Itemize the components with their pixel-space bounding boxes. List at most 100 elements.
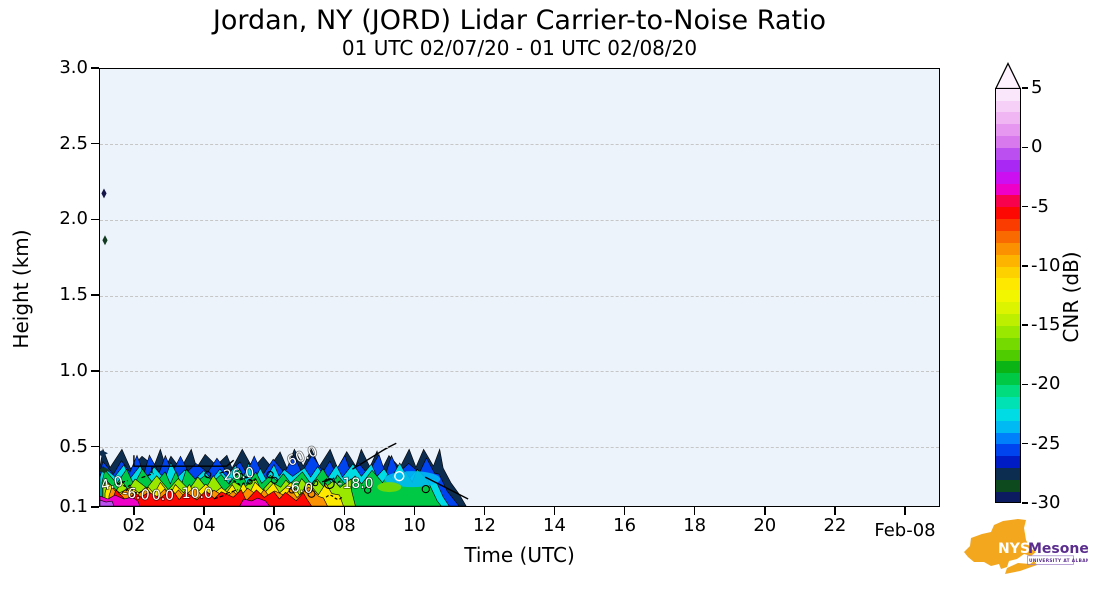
colorbar-tick-label: -5	[1031, 195, 1049, 217]
colorbar-band	[996, 147, 1020, 161]
colorbar-band	[996, 491, 1020, 502]
gridline	[100, 295, 939, 297]
colorbar-tick	[1022, 87, 1028, 89]
x-axis-tick	[413, 507, 416, 515]
isolated-echo-marker	[100, 467, 110, 474]
y-axis-tick	[91, 218, 99, 221]
y-tick-label: 2.5	[59, 132, 88, 154]
x-axis-tick	[834, 507, 836, 515]
y-axis-tick	[91, 67, 99, 69]
colorbar-band	[996, 230, 1020, 244]
y-axis-tick	[91, 370, 99, 372]
contour-ring	[246, 478, 253, 485]
colorbar-tick-label: -10	[1031, 254, 1061, 276]
contour-label: -6.0	[122, 485, 151, 504]
contour-squiggle	[325, 494, 343, 500]
gridline	[100, 219, 939, 221]
colorbar-band	[996, 420, 1020, 434]
contour-dash	[324, 477, 337, 483]
colorbar-tick	[1022, 383, 1028, 386]
x-tick-label: 02	[122, 515, 146, 536]
colorbar-band	[996, 219, 1020, 232]
layer-purple	[100, 499, 115, 506]
colorbar-band	[996, 183, 1020, 196]
colorbar-band	[996, 385, 1020, 398]
contour-ring	[270, 476, 278, 484]
colorbar-band	[996, 278, 1020, 291]
colorbar-band	[996, 396, 1020, 410]
logo-tagline-box	[1027, 555, 1074, 565]
colorbar-band	[996, 302, 1020, 315]
gridline	[100, 371, 939, 373]
x-axis-tick	[203, 507, 205, 515]
colorbar-band	[996, 207, 1020, 220]
contour-dash	[239, 475, 252, 481]
colorbar-band	[996, 136, 1020, 149]
isolated-echo-marker	[101, 188, 107, 199]
colorbar-band	[996, 89, 1020, 102]
x-axis-tick	[483, 507, 486, 515]
contour-ring	[364, 486, 372, 494]
contour-squiggle	[324, 477, 342, 484]
colorbar-tick-label: 0	[1031, 136, 1043, 158]
colorbar-tick-label: -30	[1031, 492, 1061, 513]
y-tick-label: 1.5	[59, 284, 88, 306]
colorbar-band	[996, 100, 1020, 113]
x-tick-label: 04	[192, 515, 216, 536]
chart-subtitle: 01 UTC 02/07/20 - 01 UTC 02/08/20	[341, 36, 698, 60]
x-axis-tick	[764, 507, 766, 515]
y-tick-label: 0.1	[59, 496, 88, 517]
colorbar-band	[996, 349, 1020, 362]
colorbar-tick	[1022, 502, 1028, 504]
colorbar-band	[996, 408, 1020, 422]
x-axis-tick	[133, 507, 135, 515]
layer-cyan-patch	[384, 471, 441, 488]
colorbar-band	[996, 124, 1020, 137]
contour-label: 10.0	[182, 486, 213, 502]
colorbar-band	[996, 432, 1020, 445]
contour-zero-ring	[394, 470, 405, 482]
y-tick-label: 2.0	[59, 208, 88, 230]
x-tick-label: 16	[613, 515, 637, 536]
colorbar-band	[996, 254, 1020, 268]
contour-ring	[421, 484, 430, 494]
ny-state-shape	[964, 519, 1036, 569]
contour-squiggle	[239, 476, 257, 482]
contour-dash	[219, 468, 232, 474]
x-tick-label: 08	[332, 515, 356, 536]
y-axis-tick	[91, 506, 99, 508]
x-axis-tick	[904, 507, 906, 515]
contour-dash	[213, 494, 227, 500]
x-tick-label: 14	[543, 515, 566, 536]
y-axis-tick	[91, 142, 99, 145]
contour-ring	[266, 470, 274, 479]
x-axis-tick	[693, 507, 696, 515]
contour-dash	[225, 489, 239, 495]
x-axis-tick	[553, 507, 556, 515]
colorbar-tick	[1022, 265, 1028, 267]
colorbar-band	[996, 195, 1020, 208]
x-tick-label: Feb-08	[874, 520, 936, 541]
colorbar	[995, 88, 1021, 503]
y-axis-tick	[91, 294, 99, 296]
colorbar-tick	[1022, 205, 1028, 208]
colorbar-tick-label: -20	[1031, 373, 1061, 395]
colorbar-band	[996, 361, 1020, 374]
x-tick-label: 06	[262, 515, 286, 536]
contour-ring	[312, 480, 319, 487]
colorbar-band	[996, 325, 1020, 339]
contour-squiggle	[235, 472, 253, 478]
colorbar-band	[996, 337, 1020, 351]
trailing-line	[424, 476, 469, 500]
x-tick-label: 22	[823, 515, 847, 536]
colorbar-tick-label: -15	[1031, 314, 1061, 336]
y-tick-label: 1.0	[59, 359, 88, 381]
barb-line	[133, 455, 235, 467]
x-axis-tick	[623, 507, 626, 515]
colorbar-band	[996, 313, 1020, 327]
contour-squiggle	[228, 479, 246, 486]
colorbar-tick	[1022, 146, 1028, 148]
colorbar-label: CNR (dB)	[1059, 251, 1083, 343]
contour-squiggle	[114, 482, 132, 488]
colorbar-band	[996, 242, 1020, 256]
